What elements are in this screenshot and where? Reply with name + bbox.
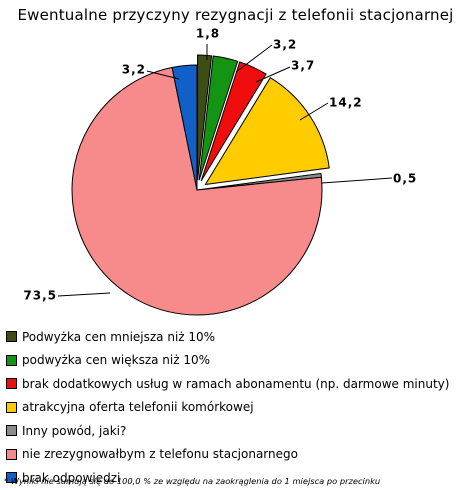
pie-slice — [171, 64, 198, 191]
value-label: 0,5 — [393, 172, 417, 186]
leader-line — [299, 102, 329, 121]
pie-slice — [200, 61, 267, 182]
leader-line — [321, 177, 393, 184]
legend-item: atrakcyjna oferta telefonii komórkowej — [6, 396, 468, 420]
leader-line — [57, 292, 111, 297]
legend-swatch — [6, 401, 17, 413]
legend-label: nie zrezygnowałbym z telefonu stacjonarn… — [22, 447, 298, 462]
leader-line — [255, 66, 291, 83]
pie-slice — [204, 77, 330, 186]
chart-title: Ewentualne przyczyny rezygnacji z telefo… — [17, 6, 454, 24]
value-label: 14,2 — [329, 96, 363, 110]
legend-item: podwyżka cen większa niż 10% — [6, 349, 468, 373]
value-label: 1,8 — [196, 27, 220, 41]
legend-swatch — [6, 472, 17, 484]
legend-item: brak dodatkowych usług w ramach abonamen… — [6, 372, 468, 396]
leader-line — [146, 70, 180, 80]
leader-line — [235, 44, 273, 73]
value-label: 3,2 — [273, 38, 297, 52]
legend-item: Inny powód, jaki? — [6, 419, 468, 443]
chart-legend: Podwyżka cen mniejsza niż 10% podwyżka ce… — [6, 325, 468, 490]
pie-slice — [197, 54, 213, 181]
legend-item: brak odpowiedzi — [6, 466, 468, 490]
legend-label: podwyżka cen większa niż 10% — [22, 353, 211, 368]
legend-swatch — [6, 378, 17, 390]
pie-slice — [198, 55, 239, 181]
legend-swatch — [6, 354, 17, 366]
pie-slice — [71, 66, 323, 316]
legend-item: Podwyżka cen mniejsza niż 10% — [6, 325, 468, 349]
value-label: 3,2 — [122, 63, 146, 77]
legend-swatch — [6, 425, 17, 437]
footnote: * Wyniki nie sumują się do 100,0 % ze wz… — [4, 476, 381, 486]
legend-swatch — [6, 448, 17, 460]
legend-label: brak dodatkowych usług w ramach abonamen… — [22, 376, 450, 391]
value-label: 3,7 — [291, 59, 315, 73]
legend-label: Inny powód, jaki? — [22, 423, 127, 438]
legend-label: atrakcyjna oferta telefonii komórkowej — [22, 400, 254, 415]
legend-label: brak odpowiedzi — [22, 470, 121, 485]
pie-chart: 1,8 3,2 3,7 14,2 0,5 73,5 3,2 — [23, 27, 417, 316]
legend-swatch — [6, 331, 17, 343]
value-label: 73,5 — [23, 289, 57, 303]
legend-label: Podwyżka cen mniejsza niż 10% — [22, 329, 216, 344]
legend-item: nie zrezygnowałbym z telefonu stacjonarn… — [6, 443, 468, 467]
